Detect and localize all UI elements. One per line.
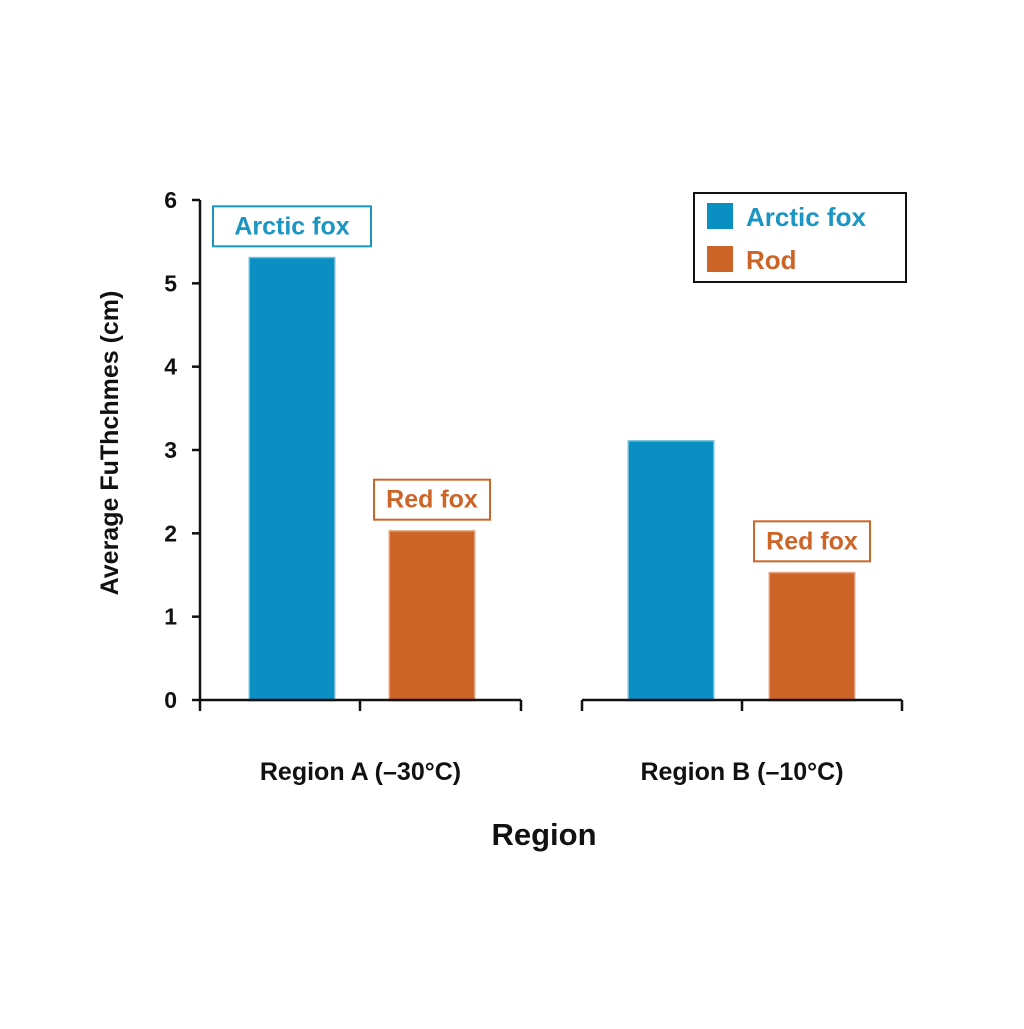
annotation-box (753, 520, 871, 563)
x-axis-title: Region (491, 817, 596, 852)
y-tick-label-6: 6 (164, 187, 177, 213)
y-tick-label-4: 4 (164, 354, 177, 380)
legend-swatch-arctic-fox (707, 203, 733, 229)
y-tick-label-3: 3 (164, 437, 177, 463)
bar-annotations: Arctic fox Red fox Red fox (212, 205, 871, 563)
annotation-arctic-fox-0: Arctic fox (212, 205, 372, 248)
annotation-label: Red fox (766, 527, 858, 555)
annotation-red-fox-1: Red fox (373, 478, 491, 521)
y-tick-label-1: 1 (164, 604, 177, 630)
bar-rod-region-b (768, 571, 856, 702)
annotation-label: Red fox (386, 486, 478, 514)
category-label-region-a: Region A (–30°C) (260, 758, 461, 786)
annotation-label: Arctic fox (234, 212, 349, 240)
bar-arctic-fox-region-b (627, 440, 715, 702)
bar-rod-region-a (388, 530, 476, 702)
legend: Arctic fox Rod (693, 192, 907, 283)
x-ticks (198, 700, 904, 711)
category-label-region-b: Region B (–10°C) (640, 758, 843, 786)
category-labels: Region A (–30°C) Region B (–10°C) (260, 758, 844, 786)
annotation-box (373, 478, 491, 521)
y-tick-label-5: 5 (164, 270, 177, 296)
y-axis-title: Average FuThchmes (cm) (96, 291, 124, 596)
legend-swatch-rod (707, 246, 733, 272)
legend-label-arctic-fox: Arctic fox (746, 202, 866, 232)
y-tick-label-2: 2 (164, 520, 177, 546)
y-tick-label-0: 0 (164, 687, 177, 713)
y-ticks: 0 1 2 3 4 5 6 (164, 187, 200, 713)
bar-arctic-fox-region-a (248, 256, 336, 702)
annotation-red-fox-2: Red fox (753, 520, 871, 563)
bars-layer (248, 256, 856, 702)
annotation-box (212, 205, 372, 248)
legend-label-rod: Rod (746, 245, 797, 275)
